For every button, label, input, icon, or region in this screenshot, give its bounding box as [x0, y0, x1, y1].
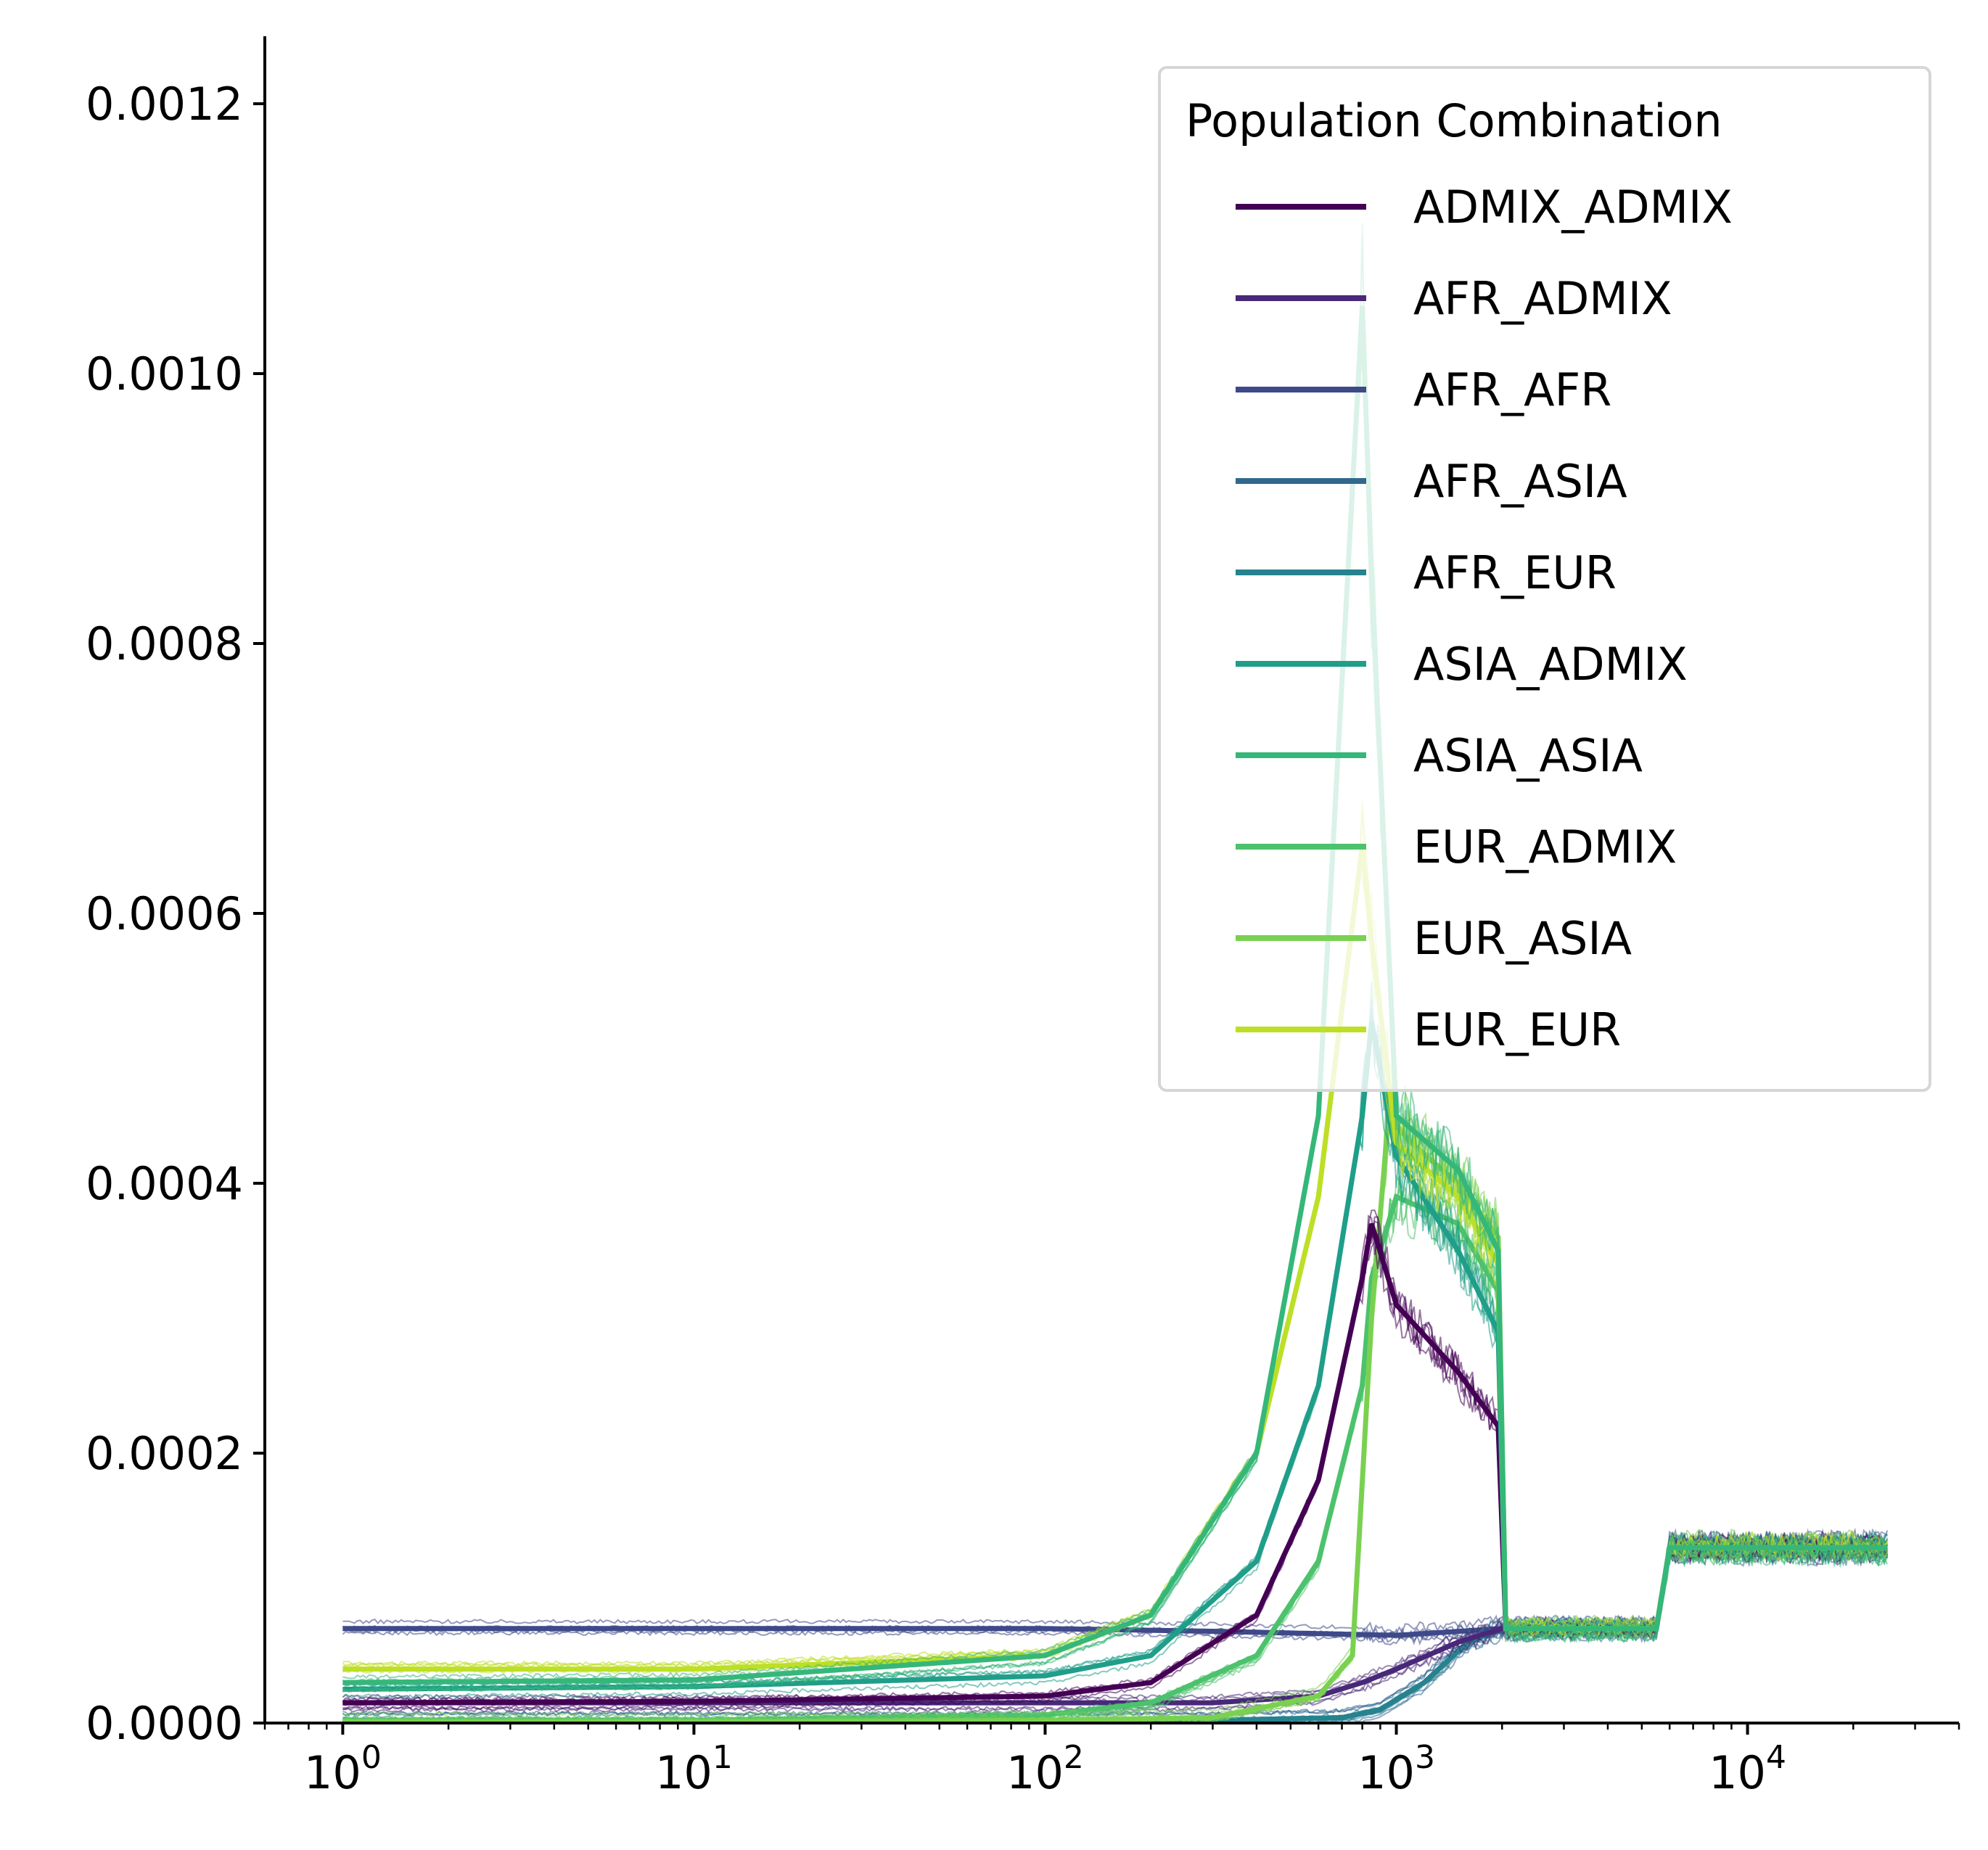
- legend-label: AFR_AFR: [1413, 363, 1611, 416]
- legend-label: ASIA_ASIA: [1413, 729, 1643, 782]
- legend-label: AFR_EUR: [1413, 546, 1617, 599]
- x-tick-label: 101: [655, 1739, 733, 1799]
- legend-label: ASIA_ADMIX: [1413, 638, 1688, 691]
- legend-item-eur-asia: EUR_ASIA: [1236, 912, 1632, 965]
- y-tick-label: 0.0006: [86, 887, 243, 940]
- legend-item-asia-asia: ASIA_ASIA: [1236, 729, 1643, 782]
- plot-area: [342, 224, 1889, 1724]
- legend-item-afr-asia: AFR_ASIA: [1236, 455, 1627, 508]
- legend-label: EUR_EUR: [1413, 1003, 1621, 1056]
- y-tick-label: 0.0000: [86, 1697, 243, 1750]
- y-tick-label: 0.0008: [86, 617, 243, 670]
- x-tick-label: 102: [1006, 1739, 1084, 1799]
- series-asia-asia: [342, 224, 1889, 1693]
- series-replicate-line: [342, 1008, 1889, 1699]
- x-tick-label: 104: [1709, 1739, 1786, 1799]
- series-line: [342, 305, 1888, 1685]
- legend-label: EUR_ASIA: [1413, 912, 1632, 965]
- y-tick-label: 0.0004: [86, 1157, 243, 1210]
- x-tick-label: 100: [304, 1739, 382, 1799]
- legend-label: AFR_ADMIX: [1413, 272, 1672, 325]
- legend-item-eur-admix: EUR_ADMIX: [1236, 821, 1677, 873]
- legend-label: AFR_ASIA: [1413, 455, 1627, 508]
- axes: 0.0000 0.0002 0.0004 0.0006 0.0008 0.0010 0.00…: [86, 36, 1960, 1799]
- series-replicate-line: [342, 1082, 1888, 1717]
- legend-item-asia-admix: ASIA_ADMIX: [1236, 638, 1688, 691]
- y-tick-label: 0.0012: [86, 78, 243, 131]
- legend-item-afr-eur: AFR_EUR: [1236, 546, 1617, 599]
- series-replicate-line: [342, 801, 1889, 1666]
- x-tick-label: 103: [1357, 1739, 1435, 1799]
- legend-item-eur-eur: EUR_EUR: [1236, 1003, 1621, 1056]
- legend-label: EUR_ADMIX: [1413, 821, 1677, 873]
- legend-title: Population Combination: [1186, 94, 1722, 147]
- legend-item-afr-afr: AFR_AFR: [1236, 363, 1611, 416]
- legend: Population Combination ADMIX_ADMIX AFR_ADM…: [1158, 66, 1931, 1092]
- legend-item-admix-admix: ADMIX_ADMIX: [1236, 181, 1733, 234]
- y-tick-label: 0.0010: [86, 348, 243, 400]
- legend-box: [1158, 66, 1931, 1092]
- legend-label: ADMIX_ADMIX: [1413, 181, 1733, 234]
- legend-item-afr-admix: AFR_ADMIX: [1236, 272, 1672, 325]
- series-replicate-line: [342, 237, 1889, 1693]
- y-tick-label: 0.0002: [86, 1427, 243, 1480]
